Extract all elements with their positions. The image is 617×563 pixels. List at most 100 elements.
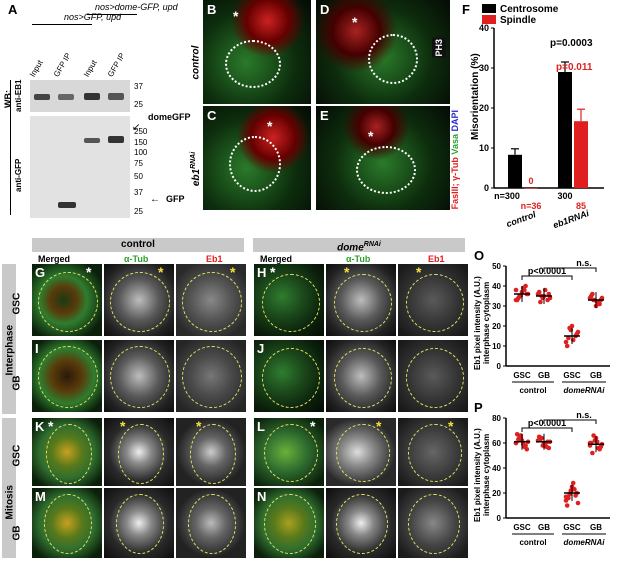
panel-m-tub	[104, 488, 174, 558]
scatter-ytick-label: 0	[497, 362, 502, 371]
group-label-dome: domeRNAi	[564, 386, 606, 395]
panel-f-label: F	[462, 2, 470, 17]
f-n-label: n=36	[521, 201, 542, 211]
scatter-point	[575, 329, 581, 335]
scatter-ytick-label: 30	[492, 302, 501, 311]
scatter-ytick-label: 50	[492, 262, 501, 271]
scatter-point	[544, 444, 549, 450]
scatter-ylabel: Eb1 pixel intensity (A.U.)	[473, 428, 482, 522]
f-ytick-label: 0	[484, 183, 489, 193]
panel-g: G *	[32, 264, 102, 336]
scatter-point	[522, 287, 527, 293]
panel-n-eb1	[398, 488, 468, 558]
scatter-point	[539, 435, 544, 441]
scatter-ytick-label: 20	[492, 489, 501, 498]
panel-m: M	[32, 488, 102, 558]
lane-group-2: nos>dome-GFP, upd	[95, 2, 178, 12]
band-gfp-label: GFP	[166, 194, 185, 204]
f-legend-swatch	[482, 4, 496, 13]
f-bar-0-0	[508, 154, 522, 188]
row-gsc-1: GSC	[11, 292, 23, 315]
bracket-1	[521, 275, 573, 280]
panel-b-image: B *	[203, 0, 311, 104]
anti-gfp-label: anti-GFP	[14, 158, 23, 192]
row-mitosis	[2, 418, 16, 558]
f-ylabel: Misorientation (%)	[470, 53, 481, 140]
scatter-ytick-label: 40	[492, 464, 501, 473]
panel-i-eb1	[176, 340, 246, 412]
panel-h-tub: *	[326, 264, 396, 336]
f-legend-label: Spindle	[500, 15, 537, 26]
stain-ph3: PH3	[432, 38, 446, 58]
lane-3: Input	[82, 58, 99, 79]
scatter-ytick-label: 80	[492, 414, 501, 423]
wb-label: WB:	[3, 90, 13, 108]
ns-label: n.s.	[576, 410, 592, 420]
scatter-ytick-label: 20	[492, 322, 501, 331]
panel-l-eb1: *	[398, 418, 468, 486]
lane-1: Input	[28, 58, 45, 79]
scatter-category: GSC	[563, 371, 581, 380]
f-n-label: 300	[557, 191, 572, 201]
group-label-control: control	[519, 386, 546, 395]
scatter-category: GB	[538, 371, 550, 380]
scatter-ylabel-2: interphase cytoplasm	[482, 282, 491, 364]
panel-h: H *	[254, 264, 324, 336]
panel-g-eb1: *	[176, 264, 246, 336]
f-ytick-label: 40	[479, 23, 489, 33]
panel-l-tub: *	[326, 418, 396, 486]
row-gb-2: GB	[11, 525, 23, 541]
panel-e-image: E *	[316, 106, 450, 210]
panel-o-label: O	[474, 248, 485, 263]
row-gb-1: GB	[11, 375, 23, 391]
scatter-point	[563, 339, 569, 345]
scatter-point	[570, 480, 576, 486]
group-control-header: control	[32, 238, 244, 252]
scatter-point	[564, 343, 570, 349]
scatter-point	[563, 494, 569, 500]
scatter-ytick-label: 60	[492, 439, 501, 448]
wb-bracket	[10, 80, 11, 215]
scatter-ylabel: Eb1 pixel intensity (A.U.)	[473, 276, 482, 370]
scatter-point	[513, 287, 519, 293]
f-legend-swatch	[482, 15, 496, 24]
panel-h-eb1: *	[398, 264, 468, 336]
scatter-category: GB	[590, 371, 602, 380]
f-n-label: 85	[576, 201, 586, 211]
panel-a-label: A	[8, 2, 18, 17]
mw-150: 150	[134, 138, 148, 147]
scatter-category: GSC	[563, 523, 581, 532]
scatter-point	[517, 293, 522, 299]
scatter-point	[572, 486, 577, 492]
f-ytick-label: 10	[479, 143, 489, 153]
scatter-category: GB	[538, 523, 550, 532]
f-bar-0-1	[558, 72, 572, 188]
chart-p: Eb1 pixel intensity (A.U.) interphase cyt…	[473, 410, 610, 547]
mw-100: 100	[134, 148, 148, 157]
scatter-point	[599, 295, 605, 301]
scatter-point	[596, 445, 601, 451]
scatter-point	[564, 503, 570, 508]
panel-m-eb1	[176, 488, 246, 558]
group-dome-header: domeRNAi	[253, 238, 465, 253]
scatter-category: GSC	[513, 523, 531, 532]
scatter-ytick-label: 40	[492, 282, 501, 291]
scatter-point	[590, 450, 595, 456]
f-bar-1-1	[574, 121, 588, 188]
panel-d-image: D * PH3	[316, 0, 450, 104]
scatter-point	[590, 291, 595, 297]
scatter-ylabel-2: interphase cytoplasm	[482, 434, 491, 516]
row-label-eb1: eb1RNAi	[189, 151, 203, 187]
f-n-label: n=300	[494, 191, 520, 201]
lane-2: GFP IP	[52, 51, 73, 79]
scatter-point	[566, 335, 571, 341]
scatter-point	[575, 500, 581, 506]
scatter-point	[591, 433, 596, 438]
mw-37: 37	[134, 82, 143, 91]
mw-75: 75	[134, 159, 143, 168]
f-bar-1-0	[524, 188, 538, 189]
col-tub-1: α-Tub	[124, 254, 149, 264]
col-merged-1: Merged	[38, 254, 71, 264]
